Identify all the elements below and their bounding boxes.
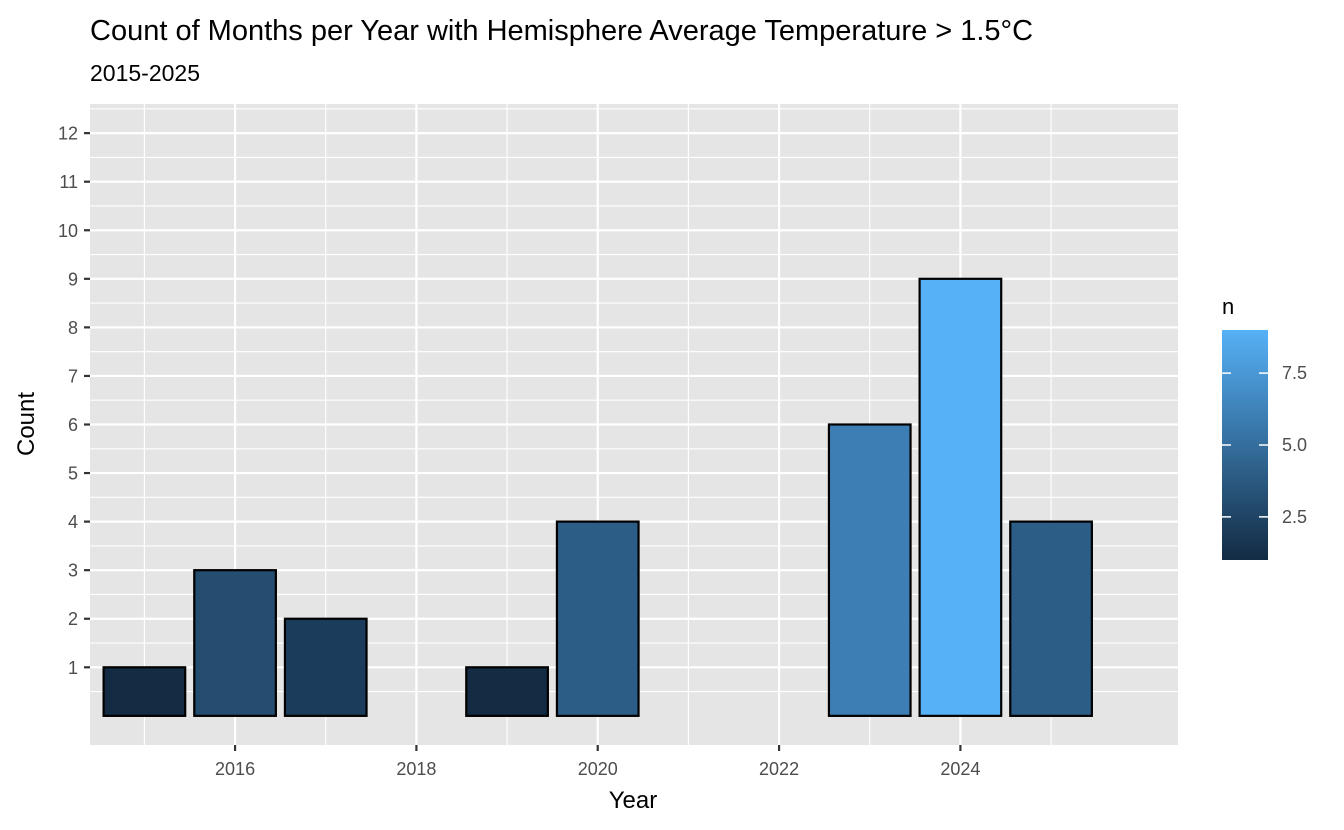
legend-label: 5.0 xyxy=(1282,435,1307,455)
y-tick-label: 7 xyxy=(68,366,78,386)
y-tick-label: 1 xyxy=(68,658,78,678)
bar-2023 xyxy=(827,423,912,717)
x-axis-title: Year xyxy=(609,787,658,814)
y-tick-label: 8 xyxy=(68,318,78,338)
chart-subtitle: 2015-2025 xyxy=(90,60,200,86)
x-tick-label: 2024 xyxy=(940,759,980,779)
y-tick-label: 10 xyxy=(58,221,78,241)
y-tick-label: 4 xyxy=(68,512,78,532)
x-tick-label: 2022 xyxy=(759,759,799,779)
y-tick-label: 2 xyxy=(68,609,78,629)
chart-title: Count of Months per Year with Hemisphere… xyxy=(90,15,1033,47)
bar-2015 xyxy=(102,666,187,717)
x-tick-label: 2018 xyxy=(396,759,436,779)
y-tick-label: 11 xyxy=(59,172,78,192)
bar-2019 xyxy=(465,666,549,717)
y-tick-label: 5 xyxy=(68,464,78,484)
bar-2024 xyxy=(918,277,1003,717)
legend-label: 7.5 xyxy=(1282,363,1307,383)
bars-layer xyxy=(102,277,1093,717)
bar-2017 xyxy=(283,617,368,717)
y-tick-label: 9 xyxy=(68,269,78,289)
bar-2020 xyxy=(555,520,640,717)
x-tick-label: 2016 xyxy=(215,759,255,779)
bar-2025 xyxy=(1009,520,1093,717)
bar-2016 xyxy=(193,569,277,717)
legend-title: n xyxy=(1222,294,1234,319)
y-tick-label: 12 xyxy=(58,124,78,144)
x-tick-label: 2020 xyxy=(578,759,618,779)
y-tick-label: 3 xyxy=(68,561,78,581)
legend: n 2.5 5.0 7.5 xyxy=(1222,294,1307,560)
y-tick-label: 6 xyxy=(68,415,78,435)
y-axis-title: Count xyxy=(13,392,40,456)
legend-label: 2.5 xyxy=(1282,507,1307,527)
